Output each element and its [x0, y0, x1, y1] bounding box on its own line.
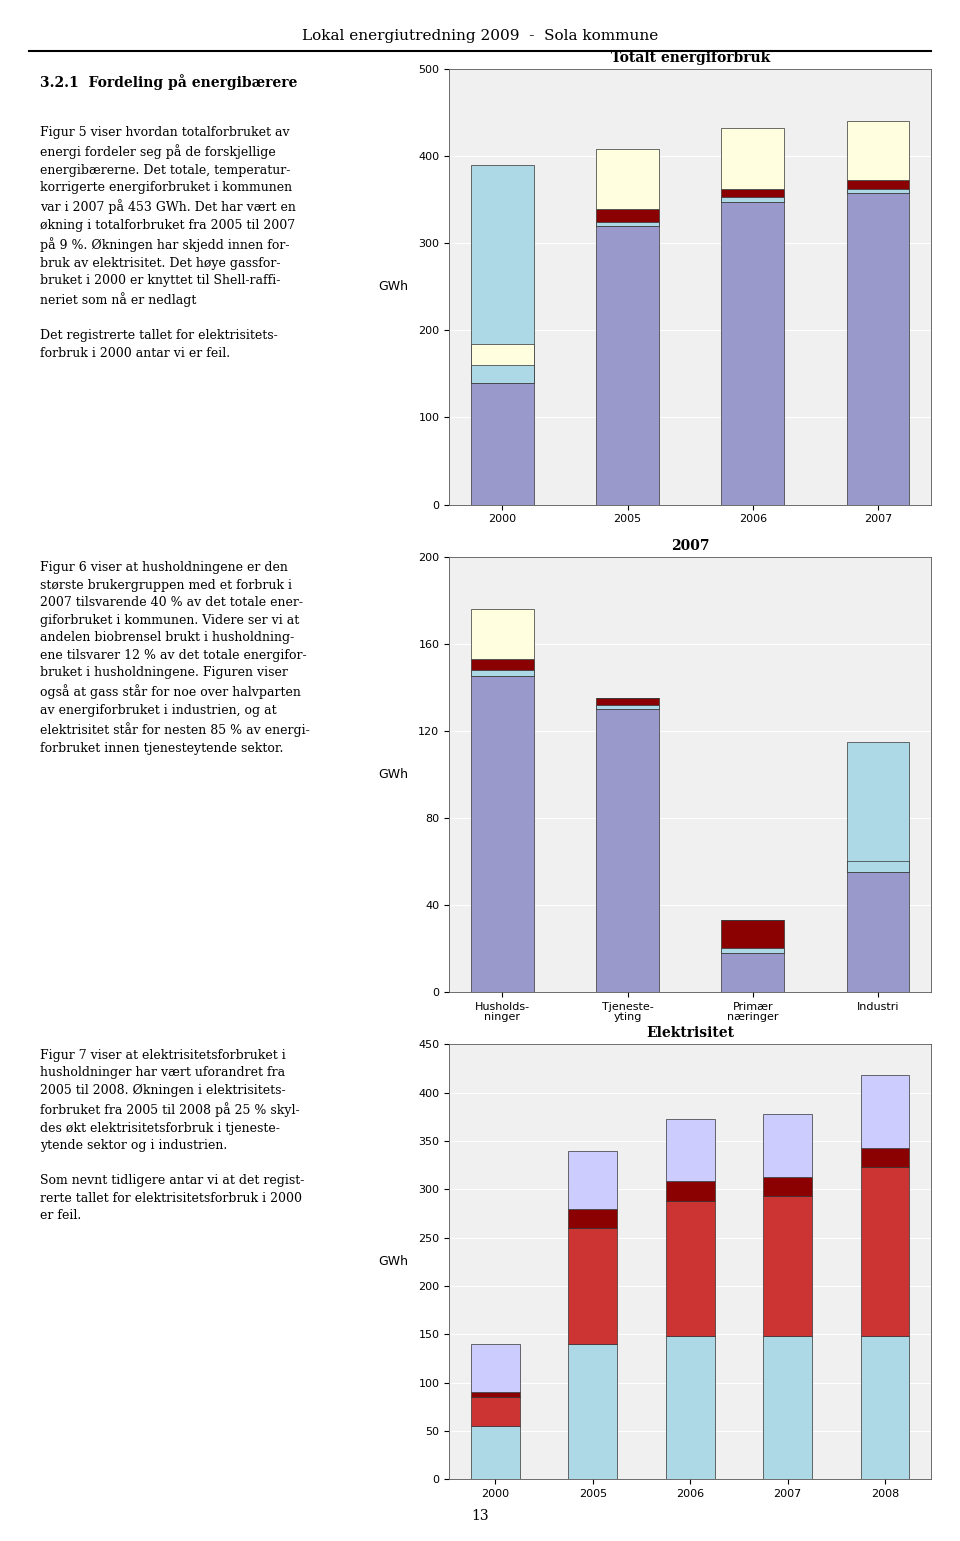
- Bar: [471, 660, 534, 676]
- Y-axis label: GWh: GWh: [378, 767, 408, 781]
- Bar: [722, 197, 784, 202]
- Bar: [471, 1398, 519, 1425]
- Bar: [596, 149, 659, 208]
- Bar: [860, 1167, 909, 1336]
- Bar: [722, 948, 784, 952]
- Bar: [471, 344, 534, 365]
- Text: 3.2.1  Fordeling på energibærere: 3.2.1 Fordeling på energibærere: [40, 74, 298, 89]
- Title: 2007: 2007: [671, 539, 709, 553]
- Bar: [666, 1119, 714, 1182]
- Title: Elektrisitet: Elektrisitet: [646, 1026, 734, 1040]
- Bar: [596, 704, 659, 709]
- Bar: [568, 1208, 617, 1228]
- Bar: [847, 180, 909, 193]
- Bar: [763, 1177, 812, 1196]
- Bar: [722, 920, 784, 952]
- Bar: [471, 382, 534, 504]
- Bar: [596, 709, 659, 992]
- Bar: [471, 676, 534, 992]
- Legend: Biobrensel, Gass, Petroleumsprodukter, Elektrisitet: Biobrensel, Gass, Petroleumsprodukter, E…: [532, 569, 848, 587]
- Bar: [860, 1336, 909, 1479]
- Text: Figur 6: Brukargruppenes totale energiforbruk i 2007: Figur 6: Brukargruppenes totale energifo…: [529, 1105, 852, 1119]
- Bar: [596, 227, 659, 504]
- Bar: [471, 1344, 519, 1393]
- Text: Figur 7 viser at elektrisitetsforbruket i
husholdninger har vært uforandret fra
: Figur 7 viser at elektrisitetsforbruket …: [40, 1048, 304, 1222]
- Text: 13: 13: [471, 1509, 489, 1523]
- Bar: [471, 365, 534, 382]
- Title: Totalt energiforbruk: Totalt energiforbruk: [611, 51, 770, 65]
- Bar: [596, 698, 659, 709]
- Bar: [471, 1393, 519, 1398]
- Bar: [722, 188, 784, 202]
- Bar: [847, 120, 909, 180]
- Y-axis label: GWh: GWh: [378, 280, 408, 293]
- Bar: [596, 208, 659, 227]
- Bar: [722, 128, 784, 188]
- Text: Figur 5 viser hvordan totalforbruket av
energi fordeler seg på de forskjellige
e: Figur 5 viser hvordan totalforbruket av …: [40, 126, 297, 359]
- Bar: [568, 1228, 617, 1344]
- Bar: [471, 165, 534, 382]
- Bar: [471, 609, 534, 660]
- Bar: [568, 1151, 617, 1208]
- Bar: [847, 188, 909, 193]
- Bar: [666, 1182, 714, 1200]
- Bar: [847, 193, 909, 504]
- Bar: [471, 1425, 519, 1479]
- Bar: [847, 861, 909, 872]
- Text: Figur 5: Utvikling av totalt energiforbruk: Figur 5: Utvikling av totalt energiforbr…: [566, 618, 814, 630]
- Bar: [596, 222, 659, 227]
- Legend: Biobrensel, Gass, Petroleumsprodukter, Elektrisitet: Biobrensel, Gass, Petroleumsprodukter, E…: [532, 1057, 848, 1074]
- Bar: [763, 1336, 812, 1479]
- Text: Lokal energiutredning 2009  -  Sola kommune: Lokal energiutredning 2009 - Sola kommun…: [301, 29, 659, 43]
- Bar: [860, 1076, 909, 1148]
- Bar: [763, 1196, 812, 1336]
- Bar: [763, 1114, 812, 1177]
- Bar: [847, 741, 909, 872]
- Bar: [471, 670, 534, 676]
- Bar: [666, 1336, 714, 1479]
- Bar: [847, 872, 909, 992]
- Bar: [722, 952, 784, 992]
- Y-axis label: GWh: GWh: [378, 1256, 408, 1268]
- Bar: [722, 202, 784, 504]
- Text: Figur 6 viser at husholdningene er den
største brukergruppen med et forbruk i
20: Figur 6 viser at husholdningene er den s…: [40, 561, 310, 755]
- Bar: [568, 1344, 617, 1479]
- Bar: [860, 1148, 909, 1167]
- Bar: [666, 1200, 714, 1336]
